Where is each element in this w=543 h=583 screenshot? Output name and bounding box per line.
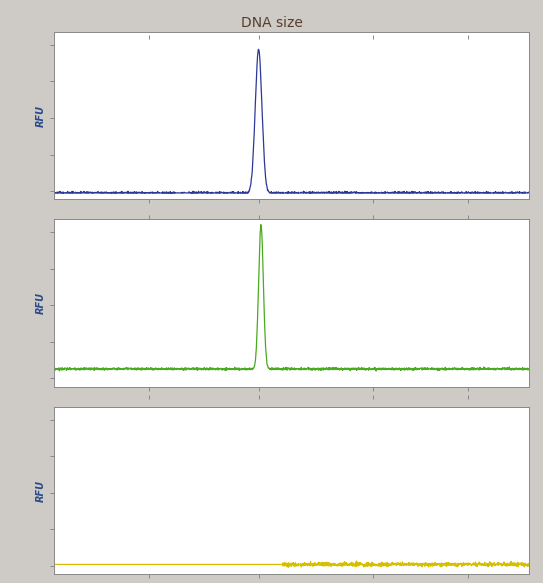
Y-axis label: RFU: RFU xyxy=(36,292,46,314)
Y-axis label: RFU: RFU xyxy=(36,480,46,501)
Text: DNA size: DNA size xyxy=(241,16,302,30)
Y-axis label: RFU: RFU xyxy=(36,105,46,127)
